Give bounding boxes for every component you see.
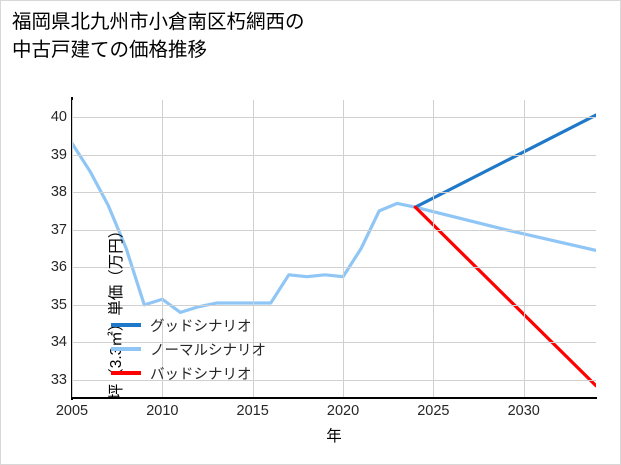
legend-color-swatch: [111, 371, 141, 375]
legend-item-label: バッドシナリオ: [150, 366, 252, 383]
y-tick-label: 34: [50, 334, 67, 351]
legend-item[interactable]: ノーマルシナリオ: [111, 337, 301, 361]
y-tick-label: 38: [50, 184, 67, 201]
legend-item-label: ノーマルシナリオ: [150, 342, 266, 359]
gridline-vertical: [343, 100, 345, 397]
y-axis-title: 坪（3.3㎡）単価（万円）: [108, 222, 125, 400]
gridline-vertical: [523, 100, 525, 397]
x-tick-label: 2020: [326, 403, 360, 419]
x-axis-title: 年: [326, 428, 342, 445]
plot-area: 坪（3.3㎡）単価（万円）: [72, 100, 596, 399]
legend-item[interactable]: グッドシナリオ: [111, 313, 301, 337]
x-tick-label: 2025: [417, 403, 450, 419]
y-tick-label: 35: [50, 296, 67, 313]
gridline-horizontal: [72, 154, 596, 156]
gridline-vertical: [162, 100, 164, 397]
gridline-horizontal: [72, 342, 596, 344]
x-tick-label: 2005: [55, 403, 89, 419]
gridline-horizontal: [72, 116, 596, 118]
legend-item-label: グッドシナリオ: [150, 318, 252, 335]
y-tick-labels: 33 34 35 36 37 38 39 40: [23, 100, 67, 397]
y-tick-label: 33: [50, 372, 67, 389]
series-line: [72, 141, 596, 315]
gridline-vertical: [433, 100, 435, 397]
x-axis-spine: [71, 397, 597, 399]
gridline-horizontal: [72, 267, 596, 269]
series-line: [413, 205, 596, 388]
y-tick-label: 36: [50, 259, 67, 276]
gridline-vertical: [72, 100, 73, 397]
series-line: [413, 113, 596, 209]
page-title: 福岡県北九州市小倉南区朽網西の 中古戸建ての価格推移: [12, 11, 305, 61]
series-lines: [72, 113, 596, 388]
gridline-horizontal: [72, 192, 596, 194]
legend-item[interactable]: バッドシナリオ: [111, 361, 301, 385]
y-tick-label: 39: [50, 146, 67, 163]
gridline-horizontal: [72, 304, 596, 306]
y-tick-label: 37: [50, 221, 67, 238]
gridline-horizontal: [72, 229, 596, 231]
x-tick-labels: 2005 2010 2015 2020 2025 2030: [56, 403, 596, 425]
x-tick-label: 2015: [236, 403, 269, 419]
gridline-vertical: [252, 100, 254, 397]
gridline-horizontal: [72, 380, 596, 382]
legend-color-swatch: [111, 347, 141, 351]
legend: グッドシナリオ ノーマルシナリオ バッドシナリオ: [111, 313, 301, 385]
x-tick-label: 2030: [507, 403, 540, 419]
legend-color-swatch: [111, 323, 141, 327]
y-tick-label: 40: [50, 108, 67, 125]
x-tick-label: 2010: [146, 403, 179, 419]
